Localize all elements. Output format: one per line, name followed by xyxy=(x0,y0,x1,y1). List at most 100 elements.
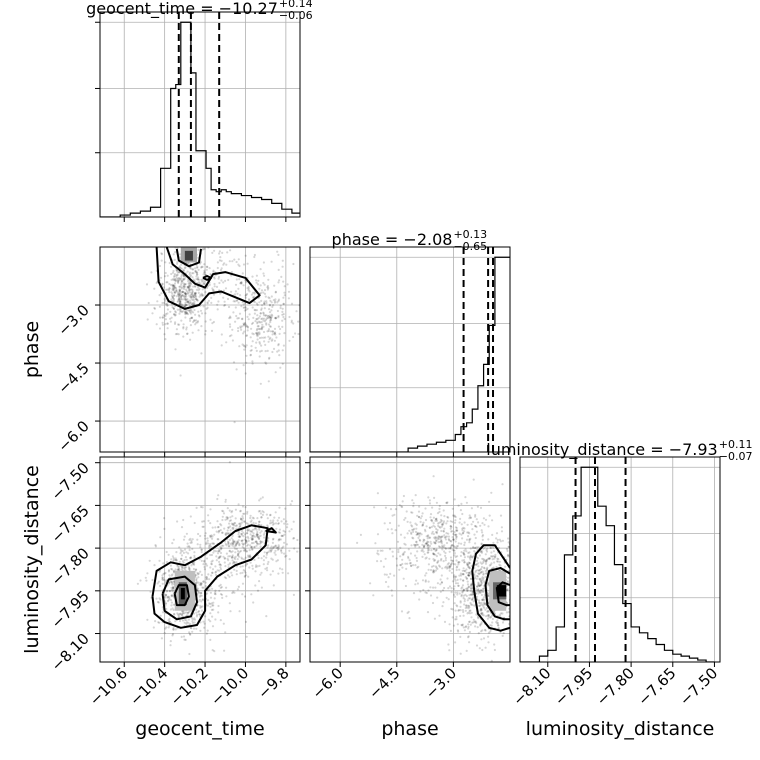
panel-phase-luminosity_distance-point xyxy=(515,624,517,626)
panel-phase-luminosity_distance-point xyxy=(433,496,436,499)
panel-geocent_time-phase-point xyxy=(195,271,198,274)
panel-geocent_time-luminosity_distance-point xyxy=(267,544,270,547)
panel-geocent_time-phase-point xyxy=(266,286,269,289)
panel-phase-luminosity_distance-point xyxy=(468,562,471,565)
panel-phase-luminosity_distance-point xyxy=(500,526,503,529)
panel-phase-luminosity_distance-point xyxy=(451,567,454,571)
panel-geocent_time-phase-point xyxy=(200,325,203,328)
panel-geocent_time-phase-point xyxy=(237,263,240,266)
panel-phase-luminosity_distance-point xyxy=(522,607,524,609)
panel-geocent_time-luminosity_distance-point xyxy=(235,524,238,527)
panel-geocent_time-phase-point xyxy=(253,295,256,298)
panel-geocent_time-phase-point xyxy=(250,327,253,330)
panel-phase-luminosity_distance-point xyxy=(446,515,449,519)
panel-geocent_time-phase-point xyxy=(188,299,192,302)
panel-geocent_time-luminosity_distance-point xyxy=(250,542,253,545)
panel-phase-luminosity_distance-point xyxy=(432,571,435,574)
panel-geocent_time-phase-point xyxy=(194,319,198,322)
panel-geocent_time-luminosity_distance-point xyxy=(245,541,248,544)
panel-geocent_time-luminosity_distance-point xyxy=(218,560,221,564)
panel-geocent_time-phase-point xyxy=(166,304,169,307)
panel-geocent_time-phase-point xyxy=(245,361,248,364)
panel-geocent_time-phase-point xyxy=(218,259,221,262)
panel-phase-luminosity_distance-point xyxy=(430,519,433,522)
panel-phase-luminosity_distance-point xyxy=(446,566,449,569)
panel-geocent_time-luminosity_distance-point xyxy=(169,644,172,647)
xtick-label-geocent_time-3: −10.0 xyxy=(207,664,252,709)
panel-geocent_time-phase-point xyxy=(274,298,277,301)
panel-geocent_time-luminosity_distance-point xyxy=(193,618,197,621)
panel-geocent_time-phase-point xyxy=(174,311,177,314)
panel-geocent_time-luminosity_distance-point xyxy=(250,546,253,549)
panel-geocent_time-luminosity_distance-point xyxy=(258,520,261,524)
panel-phase-luminosity_distance-point xyxy=(446,577,449,580)
panel-geocent_time-luminosity_distance-point xyxy=(226,574,230,577)
panel-phase-luminosity_distance-point xyxy=(467,635,470,638)
panel-phase-luminosity_distance-point xyxy=(448,623,451,626)
panel-phase-luminosity_distance-point xyxy=(436,596,439,599)
panel-geocent_time-luminosity_distance-point xyxy=(254,522,257,525)
panel-geocent_time-phase-point xyxy=(183,291,186,294)
panel-geocent_time-luminosity_distance-point xyxy=(284,530,287,533)
panel-geocent_time-luminosity_distance-point xyxy=(223,557,227,560)
panel-geocent_time-luminosity_distance-point xyxy=(205,562,208,566)
panel-geocent_time-luminosity_distance-point xyxy=(247,575,250,578)
panel-phase-luminosity_distance-point xyxy=(490,659,493,662)
panel-phase-luminosity_distance-point xyxy=(453,549,456,552)
panel-phase-luminosity_distance-point xyxy=(433,617,436,620)
panel-phase-luminosity_distance-point xyxy=(485,558,488,561)
panel-geocent_time-luminosity_distance-point xyxy=(200,550,203,554)
panel-geocent_time-phase-point xyxy=(182,326,185,329)
panel-phase-luminosity_distance-point xyxy=(457,561,460,564)
panel-phase-luminosity_distance-point xyxy=(456,529,459,532)
panel-geocent_time-luminosity_distance-point xyxy=(250,519,253,522)
panel-phase-luminosity_distance-point xyxy=(434,565,437,568)
panel-phase-luminosity_distance-point xyxy=(468,541,471,544)
panel-phase-luminosity_distance-point xyxy=(435,539,438,543)
panel-geocent_time-luminosity_distance-point xyxy=(220,524,223,527)
panel-geocent_time-luminosity_distance-point xyxy=(165,550,168,554)
panel-phase-luminosity_distance-point xyxy=(462,588,465,591)
panel-geocent_time-phase-point xyxy=(184,316,187,319)
panel-phase-luminosity_distance-point xyxy=(461,529,464,532)
panel-phase-luminosity_distance-point xyxy=(427,496,430,499)
panel-geocent_time-phase-point xyxy=(243,321,247,325)
panel-geocent_time-phase-point xyxy=(185,244,187,246)
panel-geocent_time-phase-point xyxy=(177,281,180,285)
panel-geocent_time-phase-point xyxy=(211,287,214,290)
panel-geocent_time-phase-point xyxy=(229,249,232,252)
panel-geocent_time-luminosity_distance-point xyxy=(269,547,272,550)
panel-geocent_time-phase-point xyxy=(297,332,300,336)
panel-geocent_time-luminosity_distance-point xyxy=(237,554,240,557)
panel-geocent_time-phase-point xyxy=(195,275,198,278)
panel-phase-luminosity_distance-point xyxy=(442,520,446,523)
panel-phase-luminosity_distance-point xyxy=(478,591,481,594)
panel-geocent_time-luminosity_distance-point xyxy=(194,568,197,571)
panel-geocent_time-luminosity_distance-point xyxy=(170,601,173,604)
panel-phase-luminosity_distance-point xyxy=(480,570,483,574)
panel-geocent_time-phase-point xyxy=(184,292,187,295)
panel-geocent_time-phase-point xyxy=(196,299,199,302)
panel-geocent_time-phase-point xyxy=(267,315,270,318)
panel-geocent_time-luminosity_distance-point xyxy=(283,533,286,536)
panel-phase-luminosity_distance-point xyxy=(466,563,469,566)
panel-phase-luminosity_distance-point xyxy=(468,606,471,609)
panel-phase-luminosity_distance-point xyxy=(444,559,447,562)
panel-geocent_time-phase-point xyxy=(251,306,254,309)
panel-phase-luminosity_distance-point xyxy=(454,591,457,594)
panel-phase-luminosity_distance-point xyxy=(431,520,434,523)
panel-phase-luminosity_distance-point xyxy=(511,583,513,585)
panel-phase-luminosity_distance-point xyxy=(502,632,505,635)
panel-geocent_time-phase-point xyxy=(276,250,279,253)
panel-geocent_time-luminosity_distance-point xyxy=(240,532,243,536)
panel-geocent_time-luminosity_distance-point xyxy=(199,592,203,595)
panel-geocent_time-luminosity_distance-point xyxy=(244,571,247,574)
panel-phase-luminosity_distance-point xyxy=(436,536,439,539)
panel-geocent_time-phase-point xyxy=(269,330,272,333)
panel-geocent_time-phase-point xyxy=(245,293,248,297)
panel-geocent_time-phase-point xyxy=(188,311,192,314)
panel-phase-luminosity_distance-point xyxy=(425,542,428,545)
panel-geocent_time-phase-point xyxy=(270,295,273,298)
panel-geocent_time-luminosity_distance-point xyxy=(265,615,268,618)
panel-phase-luminosity_distance-point xyxy=(483,523,486,526)
